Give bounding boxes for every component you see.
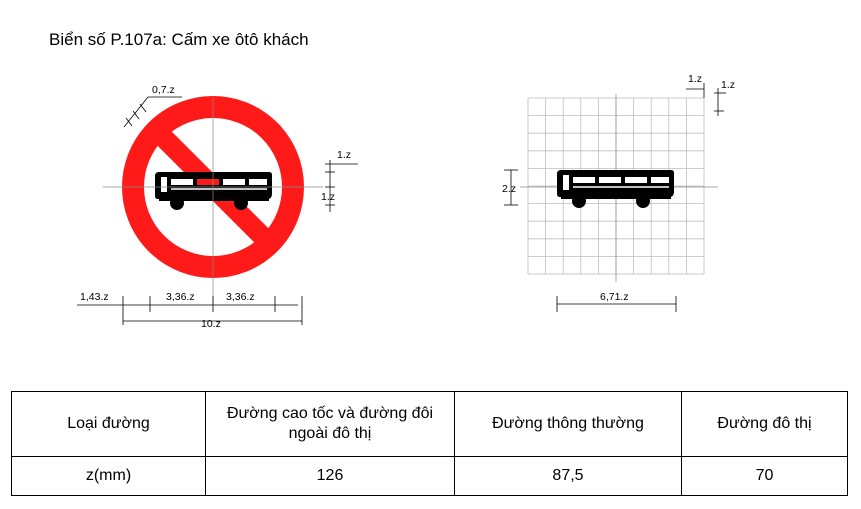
- dim-label-bus-width: 6,71.z: [600, 291, 629, 303]
- dim-label-border: 0,7.z: [152, 84, 175, 96]
- table-row: z(mm) 126 87,5 70: [11, 456, 848, 496]
- row-label-z: z(mm): [11, 456, 206, 496]
- dim-label-left-gap: 1,43.z: [80, 291, 109, 303]
- dim-grid-cell: [686, 83, 726, 116]
- dim-label-1z-top: 1.z: [337, 149, 351, 161]
- bus-icon: [154, 171, 273, 211]
- sign-title: Biển số P.107a: Cấm xe ôtô khách: [49, 30, 309, 49]
- bus-icon-detail: [556, 169, 675, 209]
- dim-bus-height: [504, 169, 518, 206]
- dim-label-grid-y: 1.z: [721, 79, 735, 91]
- header-urban-road: Đường đô thị: [681, 391, 848, 457]
- value-expressway: 126: [205, 456, 455, 496]
- header-expressway: Đường cao tốc và đường đôi ngoài đô thị: [205, 391, 455, 457]
- dim-label-half-left: 3,36.z: [166, 291, 195, 303]
- value-urban-road: 70: [681, 456, 848, 496]
- dim-label-total: 10.z: [201, 318, 221, 330]
- size-table: Loại đường Đường cao tốc và đường đôi ng…: [11, 391, 848, 496]
- dim-border-width: [123, 96, 182, 128]
- dim-label-grid-x: 1.z: [688, 73, 702, 85]
- dim-label-half-right: 3,36.z: [226, 291, 255, 303]
- dim-label-1z-mid: 1.z: [321, 191, 335, 203]
- value-normal-road: 87,5: [454, 456, 682, 496]
- prohibition-sign: [103, 96, 323, 302]
- header-road-type: Loại đường: [11, 391, 206, 457]
- dim-horizontal-left-sign: [77, 296, 303, 325]
- dim-vertical-left-sign: [325, 160, 358, 212]
- dim-label-bus-height: 2.z: [502, 183, 516, 195]
- dim-bus-width: [556, 296, 677, 312]
- table-header-row: Loại đường Đường cao tốc và đường đôi ng…: [11, 391, 848, 457]
- header-normal-road: Đường thông thường: [454, 391, 682, 457]
